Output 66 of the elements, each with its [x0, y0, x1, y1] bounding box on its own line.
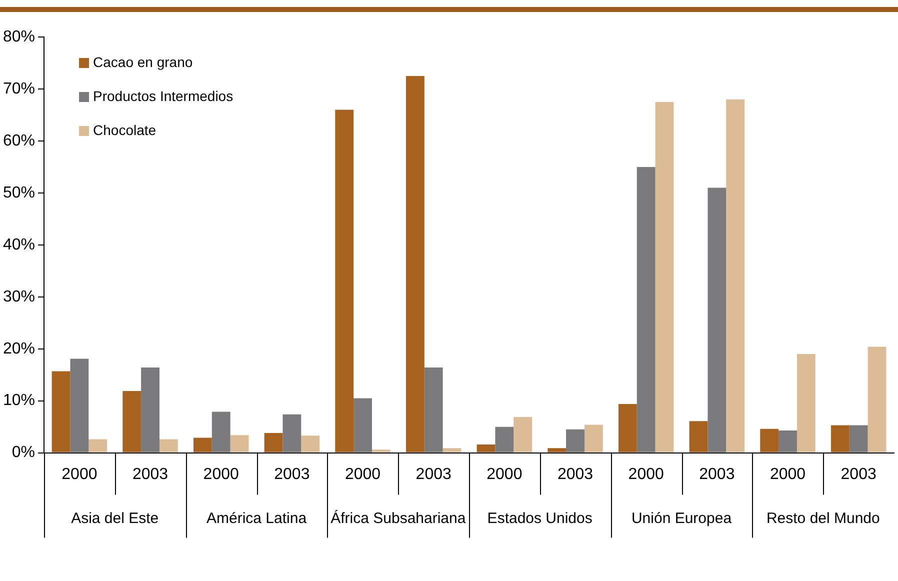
x-tick-label: 2003 [274, 466, 310, 483]
bar [354, 398, 372, 452]
text: Unión Europea [631, 510, 732, 527]
x-tick-label: 2003 [840, 466, 876, 483]
bar [424, 368, 443, 452]
y-tick-label: 50% [2, 184, 36, 202]
bar [193, 438, 212, 452]
bar [264, 433, 283, 452]
bar [88, 439, 108, 452]
bar [301, 436, 320, 452]
bar [52, 371, 70, 452]
bar [212, 412, 230, 452]
bar [514, 416, 532, 452]
x-tick-label: 2000 [203, 466, 239, 483]
text: Resto del Mundo [766, 510, 880, 527]
legend-label: Chocolate [93, 122, 156, 138]
bar [335, 110, 354, 452]
bar [760, 428, 779, 452]
bar [726, 99, 745, 452]
text: Asia del Este [71, 510, 159, 527]
bar [689, 421, 708, 452]
x-tick-label: 2000 [628, 466, 664, 483]
bar [70, 358, 89, 452]
bar [141, 368, 160, 452]
bar [830, 425, 850, 452]
legend-label: Productos Intermedios [93, 88, 234, 104]
x-tick-label: 2000 [770, 466, 806, 483]
bar [372, 450, 390, 452]
x-tick-label: 2003 [132, 466, 168, 483]
bar [618, 404, 637, 452]
bar [476, 444, 496, 452]
bar [230, 435, 249, 452]
bar [584, 424, 603, 452]
legend-label: Cacao en grano [93, 54, 193, 70]
y-tick-label: 0% [12, 444, 36, 462]
bar [566, 429, 584, 452]
bar [406, 76, 424, 452]
bar [442, 448, 462, 452]
y-tick-label: 80% [2, 28, 36, 46]
text: África Subsahariana [330, 508, 466, 527]
bar [282, 414, 302, 452]
y-tick-label: 40% [2, 236, 36, 254]
bar [849, 425, 868, 452]
x-tick-label: 2000 [62, 466, 98, 483]
x-tick-label: 2003 [416, 466, 452, 483]
bar [548, 448, 566, 452]
y-tick-label: 70% [2, 80, 36, 98]
text: América Latina [206, 510, 308, 527]
bar [655, 102, 674, 452]
x-tick-label: 2003 [699, 466, 735, 483]
bar [868, 346, 886, 452]
bar [495, 426, 514, 452]
bar [159, 439, 178, 452]
bar [708, 188, 726, 452]
x-tick-label: 2000 [344, 466, 381, 483]
x-tick-label: 2003 [557, 466, 594, 483]
text: Estados Unidos [487, 510, 592, 527]
bar [778, 430, 797, 452]
bar [796, 354, 816, 452]
y-tick-label: 20% [2, 340, 36, 358]
y-tick-label: 10% [2, 392, 36, 410]
bar [636, 166, 656, 452]
bar [122, 390, 142, 452]
y-tick-label: 60% [2, 132, 36, 150]
y-tick-label: 30% [2, 288, 36, 306]
x-tick-label: 2000 [486, 466, 522, 483]
